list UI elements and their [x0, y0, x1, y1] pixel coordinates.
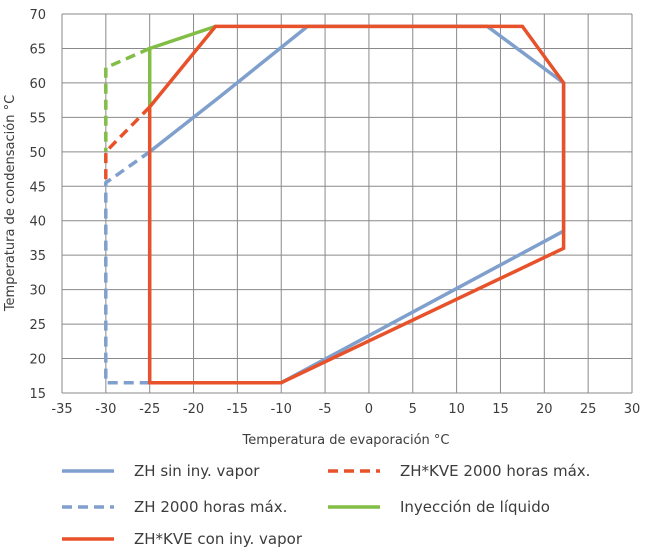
x-tick-label: 0	[365, 402, 373, 417]
y-tick-label: 70	[29, 8, 46, 23]
x-tick-label: -35	[51, 402, 72, 417]
y-tick-label: 65	[29, 42, 46, 57]
x-tick-label: 10	[448, 402, 465, 417]
gridlines	[61, 13, 633, 394]
x-tick-label: 15	[492, 402, 509, 417]
series-line-zh-kve-2000-horas-m-x	[104, 105, 151, 183]
y-tick-label: 20	[29, 353, 46, 368]
y-tick-label: 60	[29, 77, 46, 92]
legend-label: ZH sin iny. vapor	[134, 462, 260, 480]
y-tick-label: 55	[29, 111, 46, 126]
x-tick-label: -30	[95, 402, 116, 417]
x-axis-title: Temperatura de evaporación °C	[242, 433, 450, 448]
y-tick-label: 50	[29, 146, 46, 161]
x-tick-label: 5	[409, 402, 417, 417]
x-tick-label: -20	[183, 402, 204, 417]
x-tick-label: -25	[139, 402, 160, 417]
tick-labels: -35 -30 -25 -20 -15 -10 -5 0 5 10 15 20 25 30 15 20 25 30…	[29, 8, 640, 417]
series-line-inyecci-n-de-l-quido-2000-h	[104, 46, 151, 152]
x-tick-label: -10	[271, 402, 292, 417]
series-line-zh-sin-iny-vapor	[147, 24, 566, 385]
y-tick-label: 45	[29, 180, 46, 195]
y-tick-label: 35	[29, 249, 46, 264]
x-tick-label: 30	[624, 402, 641, 417]
legend-label: Inyección de líquido	[400, 498, 550, 516]
series-line-zh-kve-con-iny-vapor	[147, 24, 566, 385]
legend: ZH sin iny. vapor ZH 2000 horas máx. ZH*KV…	[62, 462, 590, 548]
y-tick-label: 30	[29, 284, 46, 299]
x-tick-label: -15	[227, 402, 248, 417]
legend-label: ZH 2000 horas máx.	[134, 498, 287, 516]
y-tick-label: 15	[29, 387, 46, 402]
series-lines	[104, 24, 566, 385]
y-tick-label: 25	[29, 318, 46, 333]
y-axis-title: Temperatura de condensación °C	[3, 95, 18, 312]
legend-label: ZH*KVE 2000 horas máx.	[400, 462, 590, 480]
x-tick-label: -5	[319, 402, 332, 417]
legend-label: ZH*KVE con iny. vapor	[134, 530, 303, 548]
y-tick-label: 40	[29, 215, 46, 230]
x-tick-label: 20	[536, 402, 553, 417]
x-tick-label: 25	[580, 402, 597, 417]
series-line-zh-2000-horas-m-x	[104, 150, 151, 385]
